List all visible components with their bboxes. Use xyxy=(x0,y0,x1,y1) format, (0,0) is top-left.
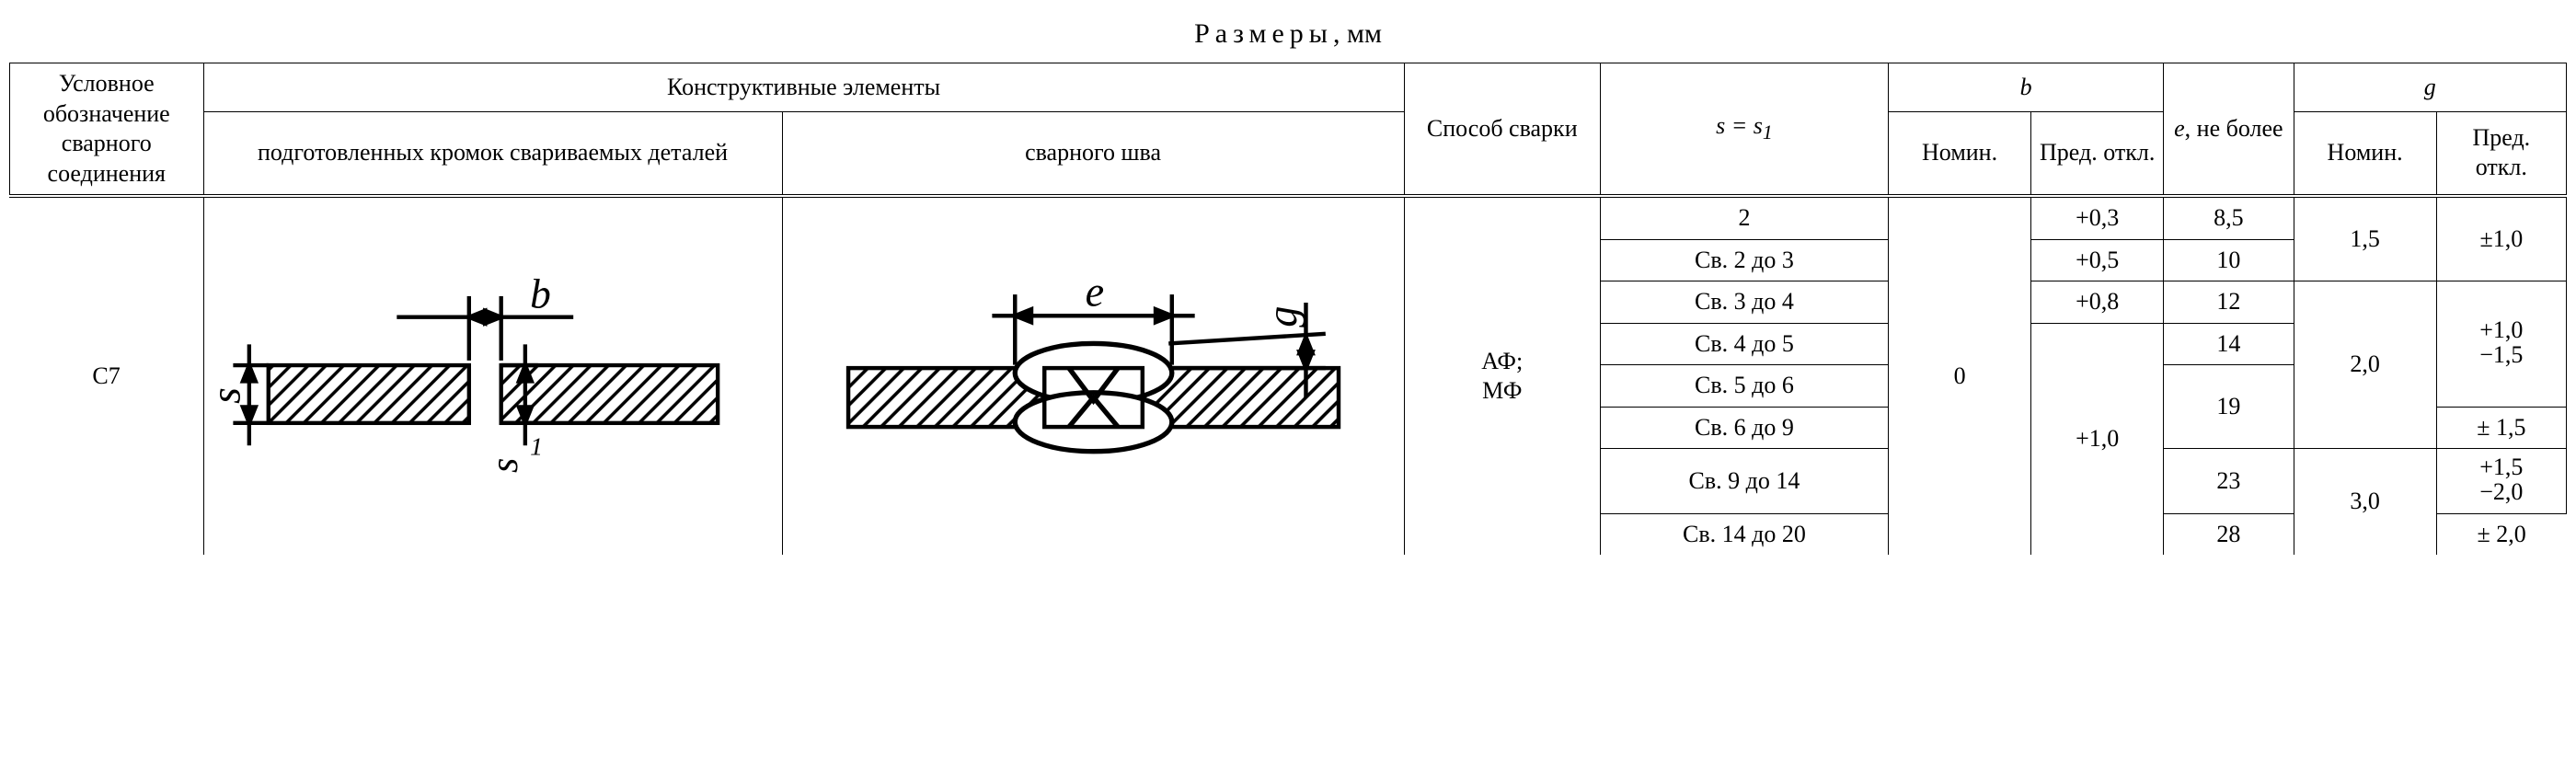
weld-table: Условное обозначе­ние сварного соединени… xyxy=(9,63,2567,555)
edges-diagram: b s xyxy=(204,240,782,513)
svg-text:g: g xyxy=(1258,306,1305,327)
cell-b-pred-3: +1,0 xyxy=(2031,323,2164,555)
cell-g-pred-4: ± 2,0 xyxy=(2436,513,2566,555)
svg-text:s: s xyxy=(484,458,526,473)
cell-g-pred-3: +1,5 −2,0 xyxy=(2436,449,2566,514)
h-method: Способ сварки xyxy=(1404,63,1600,197)
page-title: Размеры, мм xyxy=(9,18,2567,50)
h-construct: Конструктивные элементы xyxy=(203,63,1404,112)
h-edges: подготовленных кромок свариваемых детале… xyxy=(203,111,782,196)
cell-s-0: 2 xyxy=(1600,196,1888,239)
h-g-nomin: Номин. xyxy=(2294,111,2436,196)
cell-e-6: 28 xyxy=(2164,513,2294,555)
svg-text:b: b xyxy=(530,270,551,316)
weld-diagram: e g xyxy=(783,237,1404,515)
cell-e-5: 23 xyxy=(2164,449,2294,514)
h-b-nomin: Номин. xyxy=(1888,111,2030,196)
cell-s-1: Св. 2 до 3 xyxy=(1600,239,1888,281)
h-e: e, не более xyxy=(2164,63,2294,197)
h-weld: сварного шва xyxy=(782,111,1404,196)
cell-s-5: Св. 6 до 9 xyxy=(1600,407,1888,449)
svg-text:e: e xyxy=(1085,269,1104,316)
cell-method: АФ; МФ xyxy=(1404,196,1600,555)
cell-s-2: Св. 3 до 4 xyxy=(1600,281,1888,324)
svg-text:s: s xyxy=(204,387,248,404)
h-b: b xyxy=(1888,63,2163,112)
cell-diagram-weld: e g xyxy=(782,196,1404,555)
h-s: s = s1 xyxy=(1600,63,1888,197)
cell-g-nomin-1: 2,0 xyxy=(2294,281,2436,449)
cell-g-nomin-2: 3,0 xyxy=(2294,449,2436,556)
cell-g-pred-1: +1,0 −1,5 xyxy=(2436,281,2566,408)
cell-g-pred-0: ±1,0 xyxy=(2436,196,2566,281)
cell-e-1: 10 xyxy=(2164,239,2294,281)
cell-b-pred-2: +0,8 xyxy=(2031,281,2164,324)
h-g: g xyxy=(2294,63,2567,112)
cell-s-3: Св. 4 до 5 xyxy=(1600,323,1888,365)
h-b-pred: Пред. откл. xyxy=(2031,111,2164,196)
svg-text:1: 1 xyxy=(530,433,543,462)
cell-diagram-edges: b s xyxy=(203,196,782,555)
h-g-pred: Пред. откл. xyxy=(2436,111,2566,196)
cell-b-nomin: 0 xyxy=(1888,196,2030,555)
cell-b-pred-1: +0,5 xyxy=(2031,239,2164,281)
cell-s-6: Св. 9 до 14 xyxy=(1600,449,1888,514)
cell-s-7: Св. 14 до 20 xyxy=(1600,513,1888,555)
cell-s-4: Св. 5 до 6 xyxy=(1600,365,1888,408)
cell-g-pred-2: ± 1,5 xyxy=(2436,407,2566,449)
title-unit: , мм xyxy=(1333,18,1382,49)
cell-e-4: 19 xyxy=(2164,365,2294,449)
h-designation: Условное обозначе­ние сварного соединени… xyxy=(10,63,204,197)
cell-b-pred-0: +0,3 xyxy=(2031,196,2164,239)
cell-e-2: 12 xyxy=(2164,281,2294,324)
cell-g-nomin-0: 1,5 xyxy=(2294,196,2436,281)
cell-designation: С7 xyxy=(10,196,204,555)
title-text: Размеры xyxy=(1194,18,1333,49)
cell-e-3: 14 xyxy=(2164,323,2294,365)
cell-e-0: 8,5 xyxy=(2164,196,2294,239)
